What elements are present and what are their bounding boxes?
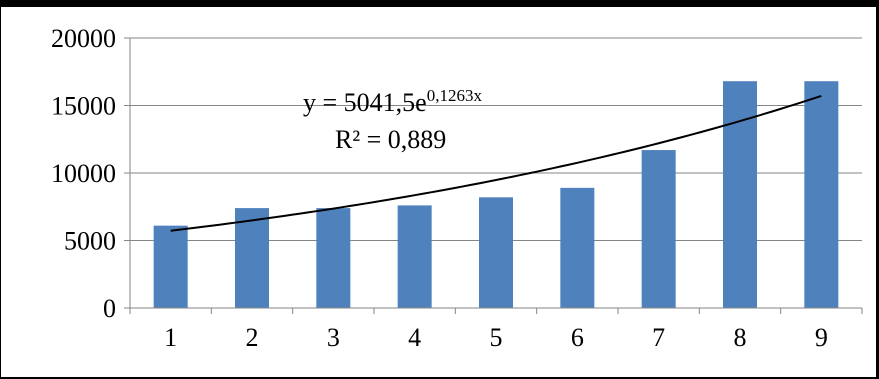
- bar: [560, 187, 595, 308]
- bar: [641, 150, 676, 308]
- trendline-equation: y = 5041,5e0,1263x: [303, 86, 482, 117]
- y-tick-label: 5000: [64, 227, 116, 256]
- bar: [804, 81, 839, 308]
- exponential-trendline: [170, 94, 822, 232]
- y-tick-label: 10000: [51, 159, 116, 188]
- x-tick-label: 2: [246, 323, 259, 352]
- bars: [153, 81, 839, 308]
- x-tick-label: 8: [734, 323, 747, 352]
- y-tick-label: 0: [103, 294, 116, 323]
- x-tick-label: 3: [327, 323, 340, 352]
- bar: [723, 81, 757, 308]
- x-tick-label: 4: [408, 323, 421, 352]
- bar: [316, 208, 351, 308]
- axes: [129, 38, 863, 314]
- y-tick-label: 20000: [51, 24, 116, 53]
- r-squared-label: R² = 0,889: [335, 125, 446, 154]
- x-tick-labels: 1 2 3 4 5 6 7 8 9: [164, 323, 828, 352]
- x-tick-label: 7: [652, 323, 665, 352]
- bar: [397, 205, 432, 308]
- bar: [479, 197, 513, 308]
- bar: [235, 208, 269, 308]
- x-tick-label: 5: [490, 323, 503, 352]
- x-tick-label: 9: [815, 323, 828, 352]
- bar: [153, 225, 188, 308]
- y-tick-labels: 0 5000 10000 15000 20000: [51, 24, 116, 323]
- y-tick-label: 15000: [51, 92, 116, 121]
- x-tick-label: 6: [571, 323, 584, 352]
- x-tick-label: 1: [164, 323, 177, 352]
